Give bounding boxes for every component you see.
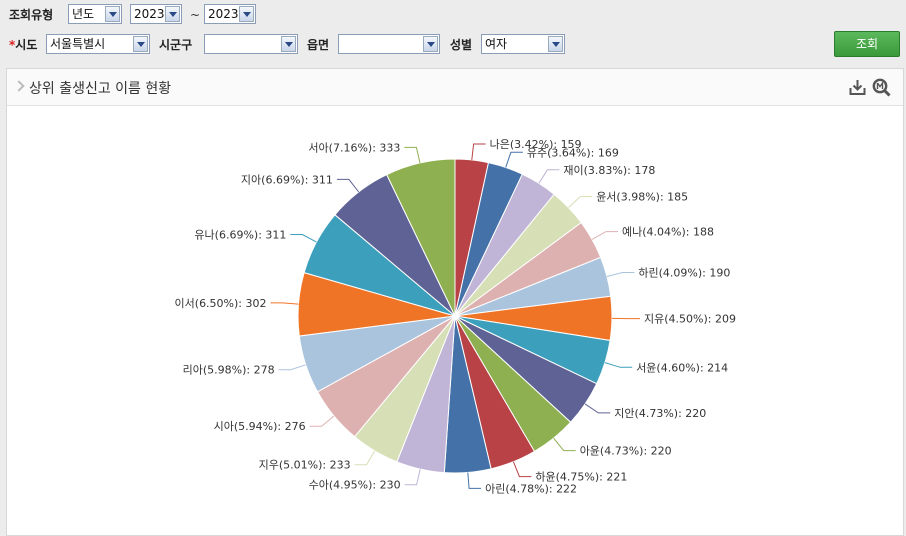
chevron-down-icon (423, 36, 438, 52)
pie-label-11: 아린(4.78%): 222 (485, 482, 577, 495)
pie-connector-13 (354, 450, 376, 466)
pie-connector-9 (553, 437, 576, 452)
pie-label-5: 하린(4.09%): 190 (638, 266, 730, 280)
pie-connector-19 (404, 146, 421, 164)
required-mark: * (9, 38, 16, 52)
sido-label-text: 시도 (15, 38, 38, 52)
panel-header: 상위 출생신고 이름 현황 (7, 69, 903, 106)
pie-connector-8 (584, 403, 611, 414)
pie-connector-0 (471, 143, 486, 160)
year-separator: ~ (190, 8, 201, 22)
chevron-down-icon (548, 36, 563, 52)
pie-connector-2 (538, 169, 560, 184)
year-to-value: 2023 (208, 7, 239, 21)
pie-label-2: 재이(3.83%): 178 (563, 164, 655, 177)
pie-label-17: 유나(6.69%): 311 (194, 229, 286, 242)
pie-connector-1 (505, 151, 523, 168)
pie-label-0: 나은(3.42%): 159 (490, 138, 582, 151)
pie-connector-17 (290, 234, 317, 243)
type-select-value: 년도 (72, 7, 95, 21)
pie-connector-18 (336, 178, 360, 193)
type-label: 조회유형 (9, 8, 54, 22)
pie-connector-4 (591, 231, 618, 240)
panel-title: 상위 출생신고 이름 현황 (29, 81, 172, 97)
pie-label-8: 지안(4.73%): 220 (614, 407, 706, 420)
pie-label-18: 지아(6.69%): 311 (241, 173, 333, 186)
pie-label-9: 아윤(4.73%): 220 (580, 445, 672, 458)
chevron-down-icon (105, 6, 120, 22)
pie-label-15: 리아(5.98%): 278 (183, 364, 275, 377)
pie-label-6: 지유(4.50%): 209 (644, 313, 736, 326)
search-button[interactable]: 조회 (834, 31, 900, 57)
pie-label-12: 수아(4.95%): 230 (309, 479, 401, 492)
sido-select-value: 서울특별시 (50, 37, 106, 51)
pie-connector-7 (604, 362, 633, 368)
pie-label-1: 유주(3.64%): 169 (527, 146, 619, 159)
sido-select[interactable]: 서울특별시 (46, 34, 150, 54)
pie-connector-10 (512, 461, 532, 478)
pie-connector-11 (467, 472, 482, 489)
gender-select[interactable]: 여자 (481, 34, 565, 54)
year-from-value: 2023 (134, 7, 165, 21)
gender-label: 성별 (450, 38, 473, 52)
pie-label-16: 이서(6.50%): 302 (175, 297, 267, 310)
chevron-down-icon (281, 36, 296, 52)
pie-connector-12 (404, 468, 421, 486)
pie-label-7: 서윤(4.60%): 214 (636, 361, 728, 374)
pie-label-14: 시아(5.94%): 276 (214, 420, 306, 433)
chevron-down-icon (239, 6, 254, 22)
pie-connector-15 (278, 364, 306, 371)
pie-label-3: 윤서(3.98%): 185 (596, 191, 688, 204)
chevron-down-icon (133, 36, 148, 52)
eupmyeon-label: 읍면 (307, 38, 330, 52)
year-to-select[interactable]: 2023 (204, 4, 256, 24)
eupmyeon-select[interactable] (338, 34, 440, 54)
pie-connector-14 (309, 415, 335, 427)
pie-label-10: 하윤(4.75%): 221 (535, 470, 627, 484)
pie-label-19: 서아(7.16%): 333 (308, 141, 400, 154)
download-icon[interactable] (849, 79, 866, 96)
zoom-icon[interactable] (872, 78, 891, 97)
pie-connector-16 (270, 302, 299, 305)
pie-label-13: 지우(5.01%): 233 (259, 459, 351, 472)
pie-slice-19[interactable] (386, 158, 456, 317)
sigungu-select[interactable] (204, 34, 298, 54)
sido-label: *시도 (9, 36, 37, 53)
sigungu-label: 시군구 (159, 38, 193, 52)
gender-select-value: 여자 (485, 37, 508, 51)
pie-connector-3 (568, 196, 593, 208)
chevron-down-icon (165, 6, 180, 22)
year-from-select[interactable]: 2023 (130, 4, 182, 24)
pie-label-4: 예나(4.04%): 188 (622, 226, 714, 239)
pie-connector-5 (606, 272, 635, 277)
type-select[interactable]: 년도 (68, 4, 122, 24)
